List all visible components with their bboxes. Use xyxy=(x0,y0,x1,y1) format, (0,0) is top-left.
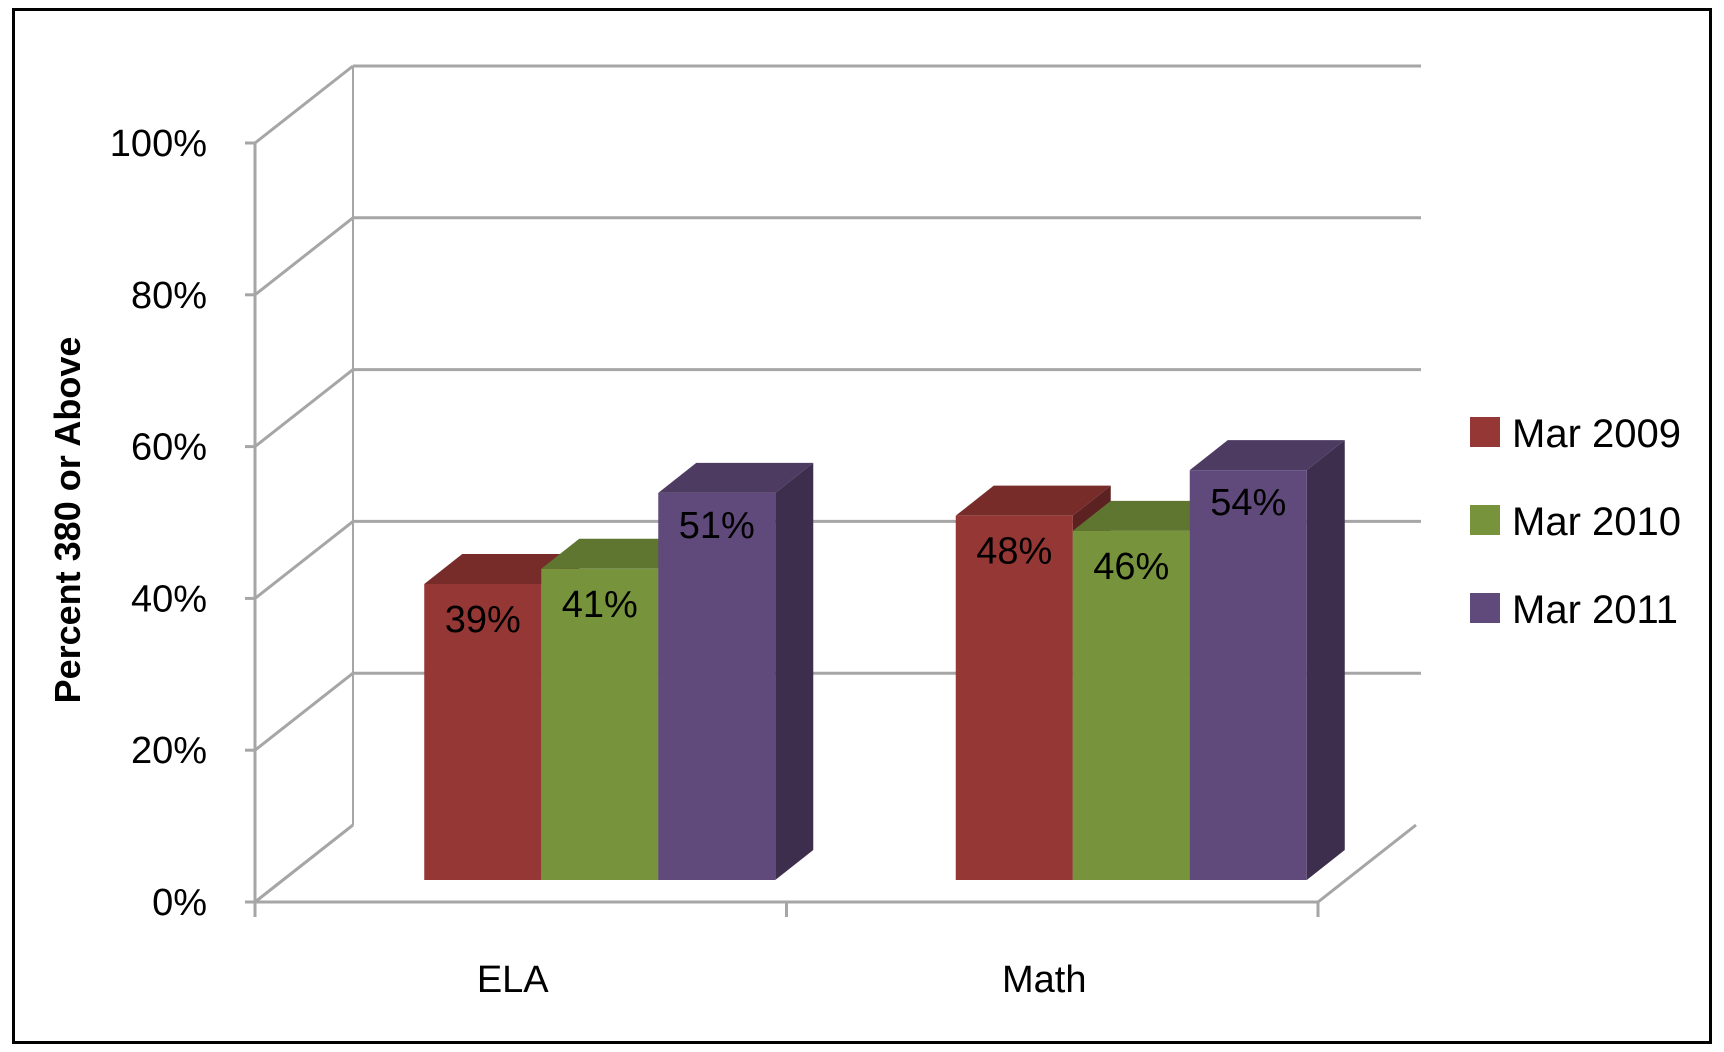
bar-top xyxy=(1072,500,1228,531)
legend-swatch xyxy=(1470,505,1500,535)
y-tick-label: 0% xyxy=(152,882,207,924)
data-label: 48% xyxy=(976,531,1052,573)
x-axis: ELA Math xyxy=(253,902,1320,1001)
bar-front xyxy=(955,515,1073,880)
bar-side xyxy=(1306,440,1345,880)
data-label: 46% xyxy=(1093,546,1169,588)
data-label: 54% xyxy=(1210,482,1286,524)
legend-label: Mar 2010 xyxy=(1512,500,1681,544)
y-tick-label: 80% xyxy=(131,275,207,317)
bar-front xyxy=(1072,530,1190,880)
bar-mar-2011-ela: 51% xyxy=(658,462,814,880)
x-tick-label: ELA xyxy=(477,959,549,1001)
bar-top xyxy=(1189,440,1345,471)
legend-label: Mar 2011 xyxy=(1512,588,1678,632)
y-tick-label: 60% xyxy=(131,427,207,469)
bar-top xyxy=(658,462,814,493)
gridline-diagonal xyxy=(254,823,354,904)
y-axis-ticks: 0% 20% 40% 60% 80% 100% xyxy=(110,123,255,924)
gridline-diagonal xyxy=(254,64,354,145)
gridline-diagonal xyxy=(254,216,354,296)
legend-swatch xyxy=(1470,593,1500,623)
gridline-diagonal xyxy=(254,520,354,600)
bars: 39% 41% 51% 48% 46% 54% xyxy=(424,440,1345,880)
bar-side xyxy=(775,462,814,880)
y-tick-label: 100% xyxy=(110,123,207,165)
legend-label: Mar 2009 xyxy=(1512,412,1681,456)
legend: Mar 2009 Mar 2010 Mar 2011 xyxy=(1470,412,1681,632)
bar-front xyxy=(424,583,542,880)
data-label: 39% xyxy=(445,599,521,641)
bar-mar-2011-math: 54% xyxy=(1189,440,1345,880)
bar-top xyxy=(541,538,697,569)
legend-swatch xyxy=(1470,417,1500,447)
legend-item: Mar 2009 xyxy=(1470,412,1681,456)
bar-front xyxy=(1189,470,1307,880)
legend-item: Mar 2011 xyxy=(1470,588,1678,632)
legend-item: Mar 2010 xyxy=(1470,500,1681,544)
bar-top xyxy=(424,553,580,584)
gridline-diagonal xyxy=(254,368,354,448)
bar-front xyxy=(658,492,776,880)
y-tick-label: 40% xyxy=(131,578,207,620)
bar-front xyxy=(541,568,659,880)
data-label: 51% xyxy=(679,505,755,547)
bar-top xyxy=(955,485,1111,516)
y-tick-label: 20% xyxy=(131,730,207,772)
y-axis-label: Percent 380 or Above xyxy=(47,337,88,704)
gridline-diagonal xyxy=(254,672,354,752)
x-tick-label: Math xyxy=(1002,959,1086,1001)
data-label: 41% xyxy=(562,584,638,626)
